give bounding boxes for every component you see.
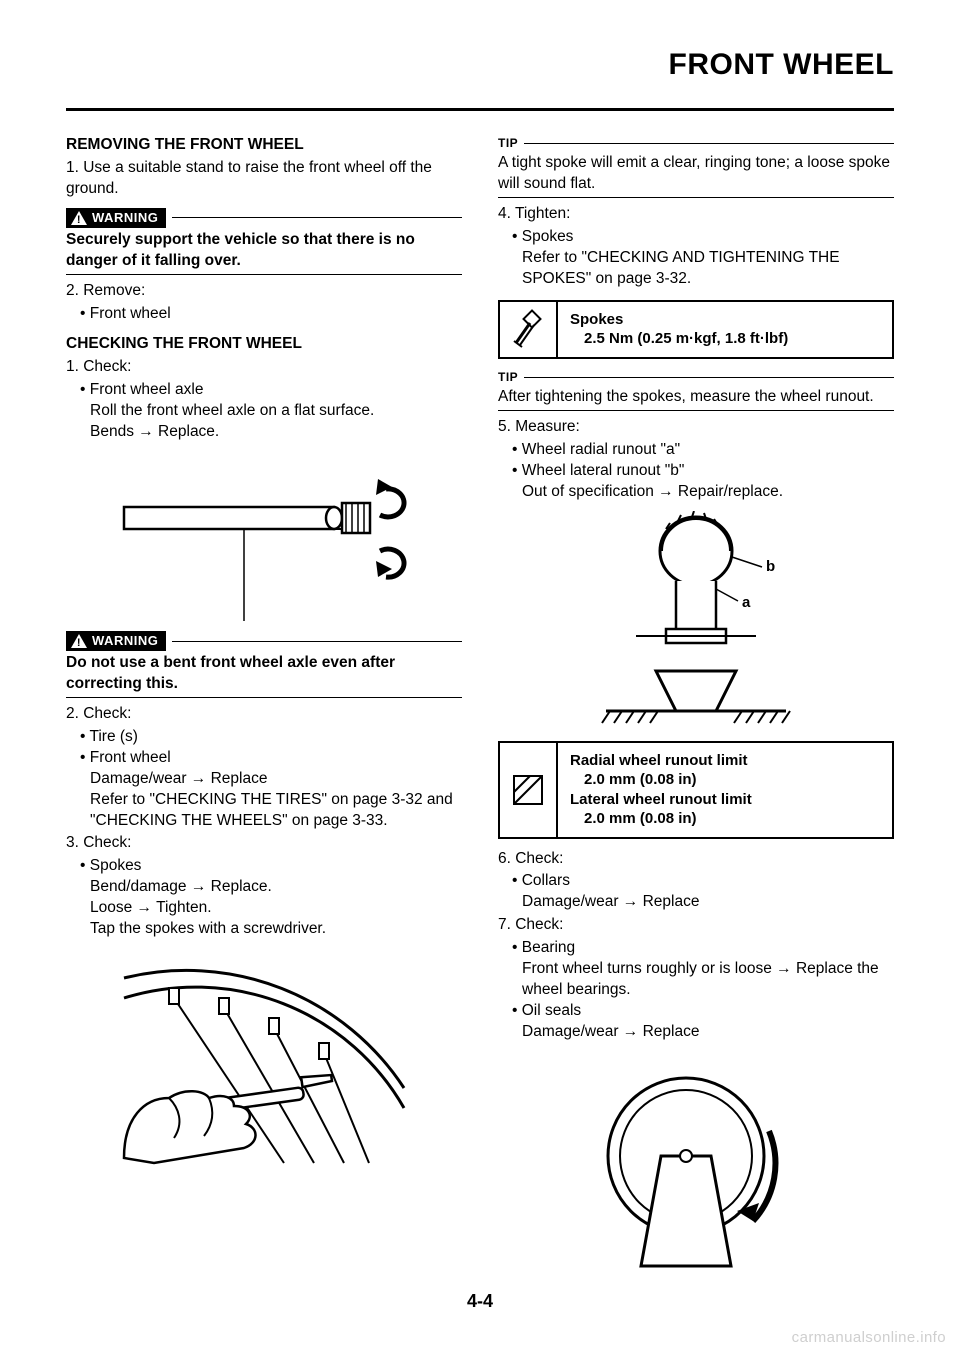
spec-icon	[500, 743, 558, 837]
checking-step2: 2. Check:	[66, 704, 462, 725]
checking-step2-item2: Front wheel	[80, 748, 462, 769]
warning-icon: ! WARNING	[66, 631, 166, 651]
checking-step1-desc1: Roll the front wheel axle on a flat surf…	[90, 401, 462, 422]
removing-step2-item: Front wheel	[80, 304, 462, 325]
warning-label: WARNING	[92, 632, 158, 650]
torque-icon	[500, 302, 558, 357]
figure-axle	[66, 451, 462, 621]
warning-label: WARNING	[92, 209, 158, 227]
tip-text-1: A tight spoke will emit a clear, ringing…	[498, 153, 894, 195]
checking-step2-item1: Tire (s)	[80, 727, 462, 748]
step7-desc1: Front wheel turns roughly or is loose → …	[522, 959, 894, 1001]
step4-item: Spokes	[512, 227, 894, 248]
warning-badge-1: ! WARNING	[66, 208, 462, 228]
step7-item1: Bearing	[512, 938, 894, 959]
svg-text:!: !	[77, 214, 81, 225]
tip2-bottom-rule	[498, 410, 894, 411]
checking-step3: 3. Check:	[66, 833, 462, 854]
left-column: REMOVING THE FRONT WHEEL 1. Use a suitab…	[66, 129, 462, 1281]
checking-step2-desc2: Refer to "CHECKING THE TIRES" on page 3-…	[90, 790, 462, 832]
tip-row-1: TIP	[498, 135, 894, 151]
checking-step3-item: Spokes	[80, 856, 462, 877]
warning-icon: ! WARNING	[66, 208, 166, 228]
step7: 7. Check:	[498, 915, 894, 936]
tip1-bottom-rule	[498, 197, 894, 198]
step6-item: Collars	[512, 871, 894, 892]
figure-spokes-tap	[66, 948, 462, 1168]
runout-line2: Lateral wheel runout limit	[570, 790, 880, 810]
right-column: TIP A tight spoke will emit a clear, rin…	[498, 129, 894, 1281]
step6: 6. Check:	[498, 849, 894, 870]
warning-text-2: Do not use a bent front wheel axle even …	[66, 653, 462, 695]
tip-text-2: After tightening the spokes, measure the…	[498, 387, 894, 408]
step5-item2: Wheel lateral runout "b"	[512, 461, 894, 482]
step5-item1: Wheel radial runout "a"	[512, 440, 894, 461]
checking-step3-desc1: Bend/damage → Replace.	[90, 877, 462, 898]
tip-label: TIP	[498, 369, 518, 385]
step7-desc2: Damage/wear → Replace	[522, 1022, 894, 1043]
page-number: 4-4	[0, 1291, 960, 1312]
fig-label-a: a	[742, 594, 751, 611]
checking-step3-desc2: Loose → Tighten.	[90, 898, 462, 919]
warning1-bottom-rule	[66, 274, 462, 275]
runout-spec-text: Radial wheel runout limit 2.0 mm (0.08 i…	[558, 743, 892, 837]
warning2-bottom-rule	[66, 697, 462, 698]
torque-value: 2.5 Nm (0.25 m·kgf, 1.8 ft·lbf)	[584, 329, 880, 349]
tip-row-2: TIP	[498, 369, 894, 385]
removing-step2: 2. Remove:	[66, 281, 462, 302]
step5-desc: Out of specification → Repair/replace.	[522, 482, 894, 503]
runout-val1: 2.0 mm (0.08 in)	[584, 770, 880, 790]
checking-step1: 1. Check:	[66, 357, 462, 378]
step5: 5. Measure:	[498, 417, 894, 438]
figure-runout: a b	[498, 511, 894, 731]
content-columns: REMOVING THE FRONT WHEEL 1. Use a suitab…	[66, 129, 894, 1281]
checking-step1-item: Front wheel axle	[80, 380, 462, 401]
step6-desc: Damage/wear → Replace	[522, 892, 894, 913]
torque-spec-box: Spokes 2.5 Nm (0.25 m·kgf, 1.8 ft·lbf)	[498, 300, 894, 359]
removing-step1: 1. Use a suitable stand to raise the fro…	[66, 158, 462, 200]
step4-desc: Refer to "CHECKING AND TIGHTENING THE SP…	[522, 248, 894, 290]
tip-label: TIP	[498, 135, 518, 151]
step7-item2: Oil seals	[512, 1001, 894, 1022]
heading-checking: CHECKING THE FRONT WHEEL	[66, 334, 462, 355]
runout-spec-box: Radial wheel runout limit 2.0 mm (0.08 i…	[498, 741, 894, 839]
fig-label-b: b	[766, 558, 775, 575]
svg-text:!: !	[77, 637, 81, 648]
checking-step1-desc2: Bends → Replace.	[90, 422, 462, 443]
runout-line1: Radial wheel runout limit	[570, 751, 880, 771]
step4: 4. Tighten:	[498, 204, 894, 225]
torque-spec-text: Spokes 2.5 Nm (0.25 m·kgf, 1.8 ft·lbf)	[558, 302, 892, 357]
warning-text-1: Securely support the vehicle so that the…	[66, 230, 462, 272]
runout-val2: 2.0 mm (0.08 in)	[584, 809, 880, 829]
checking-step2-desc1: Damage/wear → Replace	[90, 769, 462, 790]
heading-removing: REMOVING THE FRONT WHEEL	[66, 135, 462, 156]
page-title: FRONT WHEEL	[66, 48, 894, 82]
torque-title: Spokes	[570, 310, 880, 330]
checking-step3-desc3: Tap the spokes with a screwdriver.	[90, 919, 462, 940]
watermark: carmanualsonline.info	[792, 1329, 946, 1346]
title-rule	[66, 108, 894, 111]
warning-badge-2: ! WARNING	[66, 631, 462, 651]
figure-wheel-spin	[498, 1061, 894, 1271]
